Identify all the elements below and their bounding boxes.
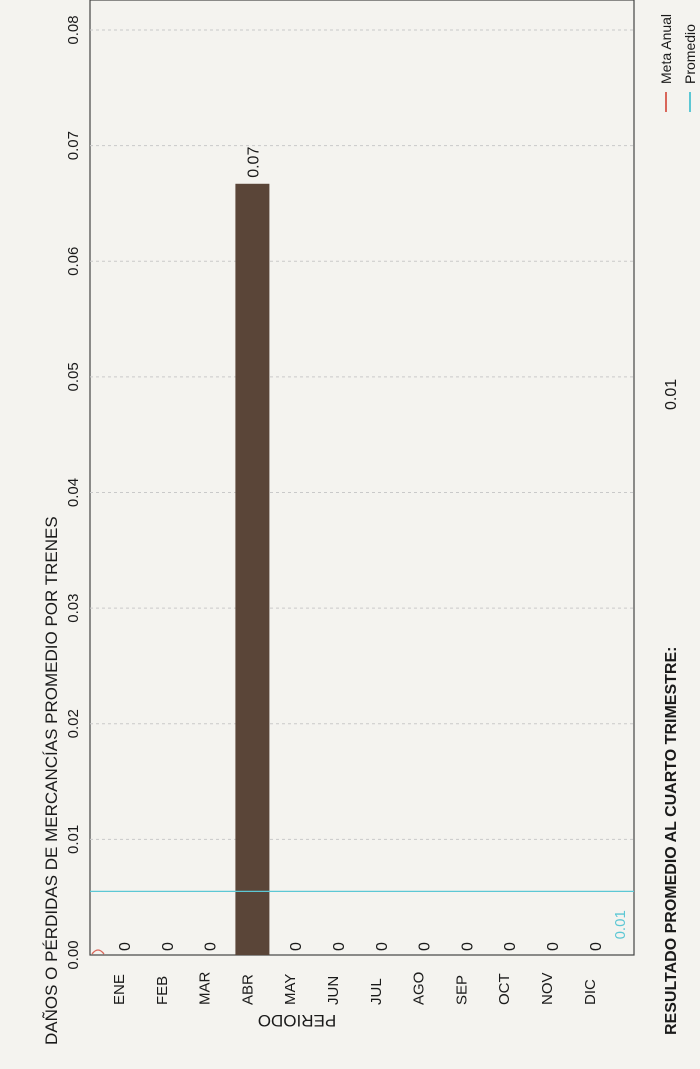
value-label: 0: [588, 942, 605, 951]
value-label: 0: [545, 942, 562, 951]
y-tick-label: 0.08: [65, 15, 82, 44]
bar: [235, 183, 270, 955]
value-label: 0.07: [245, 147, 262, 178]
value-label: 0: [288, 942, 305, 951]
result-label: RESULTADO PROMEDIO AL CUARTO TRIMESTRE:: [663, 647, 680, 1035]
value-label: 0: [203, 942, 220, 951]
legend-label: Meta Anual: [658, 14, 674, 84]
reference-lines: 0.01: [90, 890, 634, 955]
value-labels: 0 0 0 0.07 0 0 0 0 0 0 0 0: [117, 147, 605, 951]
grid-lines: [90, 29, 634, 840]
value-label: 0: [117, 942, 134, 951]
y-tick-label: 0.00: [65, 940, 82, 969]
y-tick-label: 0.04: [65, 478, 82, 507]
x-axis-title: PERIODO: [258, 1011, 336, 1030]
x-category-label: JUL: [368, 978, 385, 1005]
bars: [235, 183, 270, 955]
plot-area: [89, 0, 635, 956]
y-tick-label: 0.07: [65, 131, 82, 160]
reference-line: [91, 949, 105, 955]
value-label: 0: [502, 942, 519, 951]
x-category-label: AGO: [411, 972, 428, 1005]
x-category-label: JUN: [325, 976, 342, 1005]
legend-label: Promedio: [682, 24, 698, 84]
value-label: 0: [459, 942, 476, 951]
x-category-label: SEP: [453, 975, 470, 1005]
x-category-label: ENE: [111, 974, 128, 1005]
value-label: 0: [417, 942, 434, 951]
x-category-label: ABR: [239, 974, 256, 1005]
value-label: 0: [160, 942, 177, 951]
reference-line-label: 0.01: [612, 910, 629, 939]
legend: Meta Anual Promedio: [658, 14, 698, 112]
x-category-label: MAY: [282, 974, 299, 1005]
y-tick-label: 0.06: [65, 247, 82, 276]
y-ticks: 0.00 0.01 0.02 0.03 0.04 0.05 0.06 0.07 0.08: [65, 15, 82, 969]
y-axis-title: DAÑOS O PÉRDIDAS DE MERCANCÍAS PROMEDIO …: [42, 516, 61, 1045]
x-category-label: MAR: [197, 972, 214, 1006]
x-category-label: NOV: [539, 972, 556, 1005]
x-categories: ENE FEB MAR ABR MAY JUN JUL AGO SEP OCT NOV DIC: [111, 972, 599, 1006]
x-category-label: OCT: [496, 973, 513, 1005]
y-tick-label: 0.03: [65, 594, 82, 623]
y-tick-label: 0.05: [65, 362, 82, 391]
y-tick-label: 0.02: [65, 709, 82, 738]
x-category-label: FEB: [154, 976, 171, 1005]
result-value: 0.01: [663, 379, 680, 410]
value-label: 0: [374, 942, 391, 951]
y-tick-label: 0.01: [65, 825, 82, 854]
x-category-label: DIC: [582, 979, 599, 1005]
value-label: 0: [331, 942, 348, 951]
